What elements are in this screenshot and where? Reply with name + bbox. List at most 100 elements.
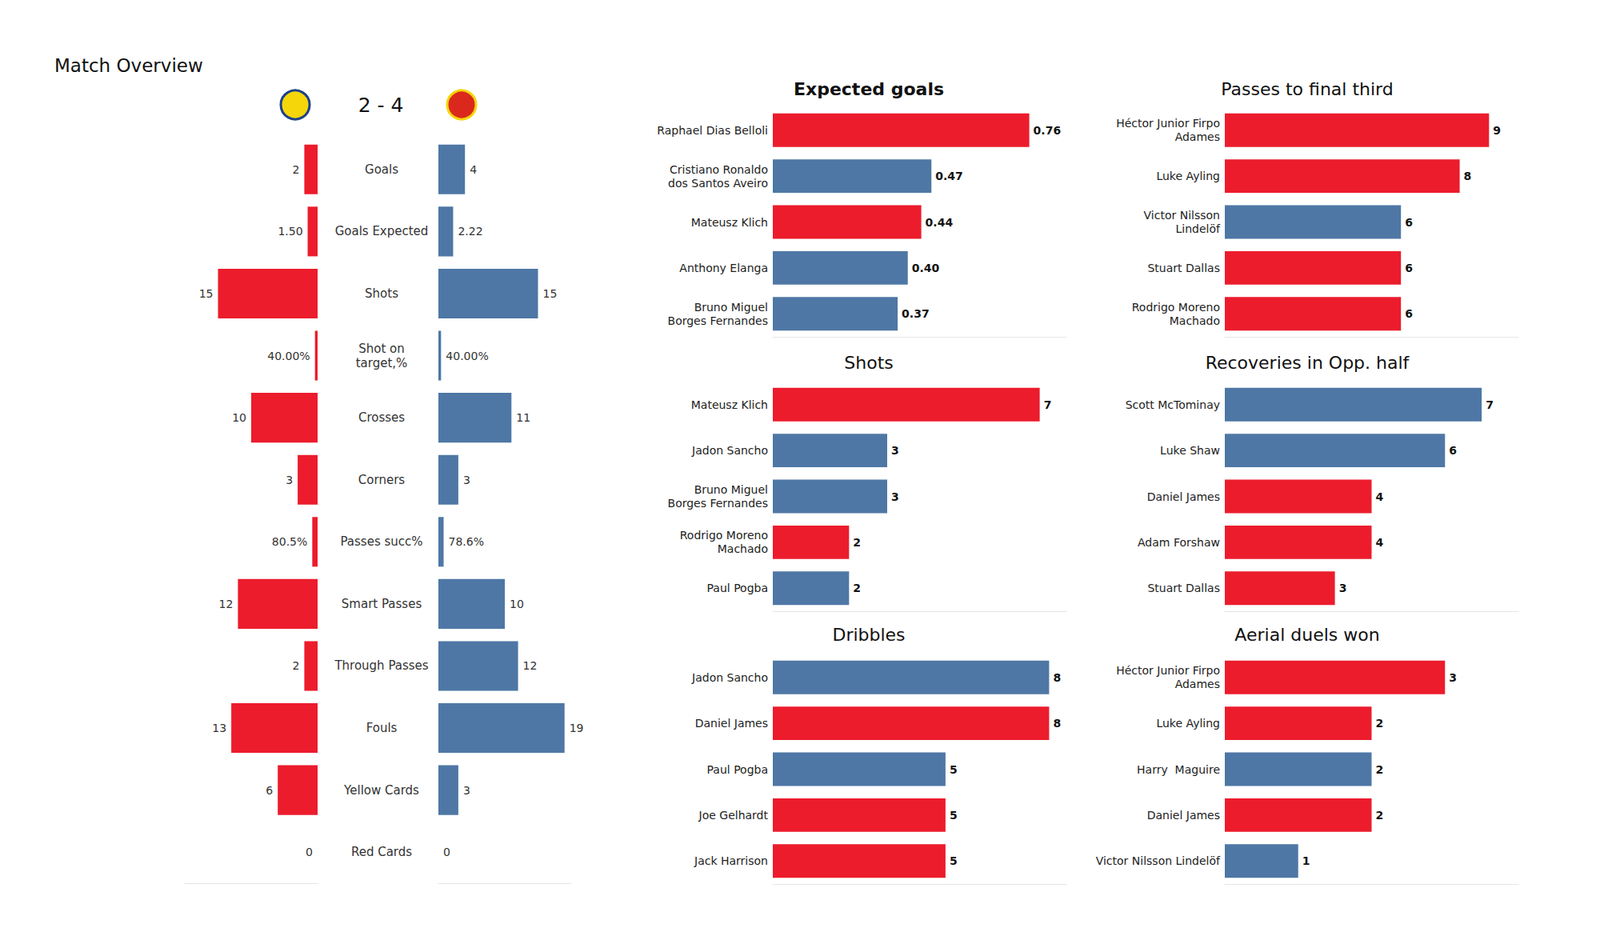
svg-text:Recoveries in Opp. half: Recoveries in Opp. half [1205, 352, 1411, 373]
svg-text:15: 15 [543, 287, 558, 300]
svg-text:Dribbles: Dribbles [832, 624, 905, 645]
svg-text:7: 7 [1044, 398, 1052, 412]
svg-text:Harry Maguire: Harry Maguire [1136, 763, 1220, 776]
svg-text:Shot on: Shot on [358, 341, 405, 356]
svg-text:Goals: Goals [364, 162, 399, 177]
svg-text:Jack Harrison: Jack Harrison [693, 854, 768, 868]
svg-text:0.76: 0.76 [1033, 124, 1062, 137]
svg-text:Mateusz Klich: Mateusz Klich [691, 398, 768, 412]
svg-text:Yellow Cards: Yellow Cards [343, 783, 420, 798]
svg-text:Paul Pogba: Paul Pogba [707, 763, 768, 776]
svg-text:Match Overview: Match Overview [54, 55, 204, 76]
svg-text:4: 4 [1376, 536, 1384, 549]
svg-text:Cristiano Ronaldo: Cristiano Ronaldo [669, 163, 768, 176]
svg-text:Machado: Machado [1169, 314, 1220, 328]
svg-text:80.5%: 80.5% [272, 535, 308, 548]
svg-text:Lindelöf: Lindelöf [1176, 222, 1222, 236]
svg-text:Luke Ayling: Luke Ayling [1156, 716, 1220, 730]
svg-text:0.40: 0.40 [912, 261, 940, 275]
svg-text:0.44: 0.44 [925, 216, 954, 229]
svg-text:78.6%: 78.6% [448, 535, 484, 548]
svg-text:13: 13 [212, 721, 227, 735]
svg-text:10: 10 [509, 597, 524, 611]
svg-text:Shots: Shots [844, 352, 893, 373]
svg-text:2: 2 [852, 536, 861, 549]
svg-text:Rodrigo Moreno: Rodrigo Moreno [1132, 300, 1220, 314]
svg-text:Mateusz Klich: Mateusz Klich [691, 216, 768, 229]
svg-text:2 - 4: 2 - 4 [358, 93, 404, 117]
svg-text:1.50: 1.50 [277, 224, 303, 238]
svg-text:6: 6 [1404, 261, 1413, 275]
svg-text:Shots: Shots [364, 286, 399, 301]
svg-text:Bruno Miguel: Bruno Miguel [694, 300, 768, 314]
svg-text:3: 3 [891, 490, 900, 504]
svg-text:2: 2 [292, 163, 300, 176]
svg-text:Stuart Dallas: Stuart Dallas [1147, 261, 1220, 275]
svg-text:3: 3 [1339, 581, 1348, 595]
svg-text:2: 2 [1376, 716, 1384, 730]
svg-text:5: 5 [949, 854, 958, 868]
svg-text:Daniel James: Daniel James [1147, 490, 1220, 504]
svg-text:Rodrigo Moreno: Rodrigo Moreno [680, 528, 768, 542]
svg-text:10: 10 [232, 411, 247, 424]
svg-text:11: 11 [516, 411, 531, 424]
svg-text:Paul Pogba: Paul Pogba [707, 581, 768, 595]
svg-text:9: 9 [1492, 124, 1501, 137]
svg-text:Héctor Junior Firpo: Héctor Junior Firpo [1116, 664, 1220, 677]
svg-text:Fouls: Fouls [366, 720, 398, 736]
svg-text:2: 2 [292, 659, 300, 672]
svg-text:6: 6 [1404, 307, 1413, 320]
svg-text:Héctor Junior Firpo: Héctor Junior Firpo [1116, 116, 1220, 130]
svg-text:5: 5 [949, 808, 958, 822]
svg-text:6: 6 [1404, 216, 1413, 229]
svg-text:0: 0 [443, 845, 451, 859]
svg-text:Stuart Dallas: Stuart Dallas [1147, 581, 1220, 595]
svg-text:3: 3 [285, 473, 293, 487]
svg-text:3: 3 [463, 784, 471, 797]
svg-text:Goals Expected: Goals Expected [335, 224, 429, 239]
svg-text:target,%: target,% [356, 356, 408, 371]
svg-text:Through Passes: Through Passes [333, 658, 428, 673]
svg-text:Raphael Dias Belloli: Raphael Dias Belloli [656, 124, 768, 137]
svg-text:Expected goals: Expected goals [793, 79, 944, 100]
svg-text:Adam Forshaw: Adam Forshaw [1137, 536, 1220, 549]
svg-text:Luke Shaw: Luke Shaw [1160, 444, 1220, 457]
svg-text:6: 6 [1448, 444, 1457, 457]
svg-text:19: 19 [569, 721, 584, 735]
svg-text:Daniel James: Daniel James [1147, 808, 1220, 822]
svg-text:Bruno Miguel: Bruno Miguel [694, 483, 768, 496]
svg-text:Adames: Adames [1175, 677, 1220, 691]
svg-text:8: 8 [1052, 671, 1061, 684]
svg-text:Smart Passes: Smart Passes [341, 596, 423, 612]
svg-text:Jadon Sancho: Jadon Sancho [691, 444, 768, 457]
svg-text:Aerial duels won: Aerial duels won [1234, 624, 1380, 645]
svg-text:Borges Fernandes: Borges Fernandes [668, 314, 768, 328]
svg-text:12: 12 [523, 659, 538, 672]
svg-text:0.47: 0.47 [935, 169, 964, 183]
svg-text:0: 0 [305, 845, 313, 859]
svg-text:Luke Ayling: Luke Ayling [1156, 169, 1220, 183]
svg-text:40.00%: 40.00% [267, 349, 310, 363]
svg-text:4: 4 [1376, 490, 1384, 504]
svg-text:2: 2 [1376, 763, 1384, 776]
svg-text:0.37: 0.37 [901, 307, 930, 320]
svg-text:8: 8 [1464, 169, 1472, 183]
svg-text:Crosses: Crosses [358, 410, 405, 425]
svg-text:Jadon Sancho: Jadon Sancho [691, 671, 768, 684]
svg-text:2.22: 2.22 [457, 224, 483, 238]
svg-text:12: 12 [219, 597, 234, 611]
svg-text:6: 6 [265, 784, 273, 797]
svg-text:Adames: Adames [1175, 130, 1220, 144]
svg-text:Scott McTominay: Scott McTominay [1125, 398, 1220, 412]
svg-text:Victor Nilsson: Victor Nilsson [1144, 208, 1220, 222]
svg-text:Passes to final third: Passes to final third [1220, 79, 1393, 100]
svg-text:15: 15 [199, 287, 214, 300]
svg-text:8: 8 [1052, 716, 1061, 730]
svg-text:2: 2 [852, 581, 861, 595]
svg-text:Machado: Machado [717, 542, 768, 556]
svg-text:Anthony Elanga: Anthony Elanga [679, 261, 768, 275]
svg-text:5: 5 [949, 763, 958, 776]
svg-text:3: 3 [463, 473, 471, 487]
svg-text:7: 7 [1485, 398, 1494, 412]
svg-text:40.00%: 40.00% [445, 349, 488, 363]
